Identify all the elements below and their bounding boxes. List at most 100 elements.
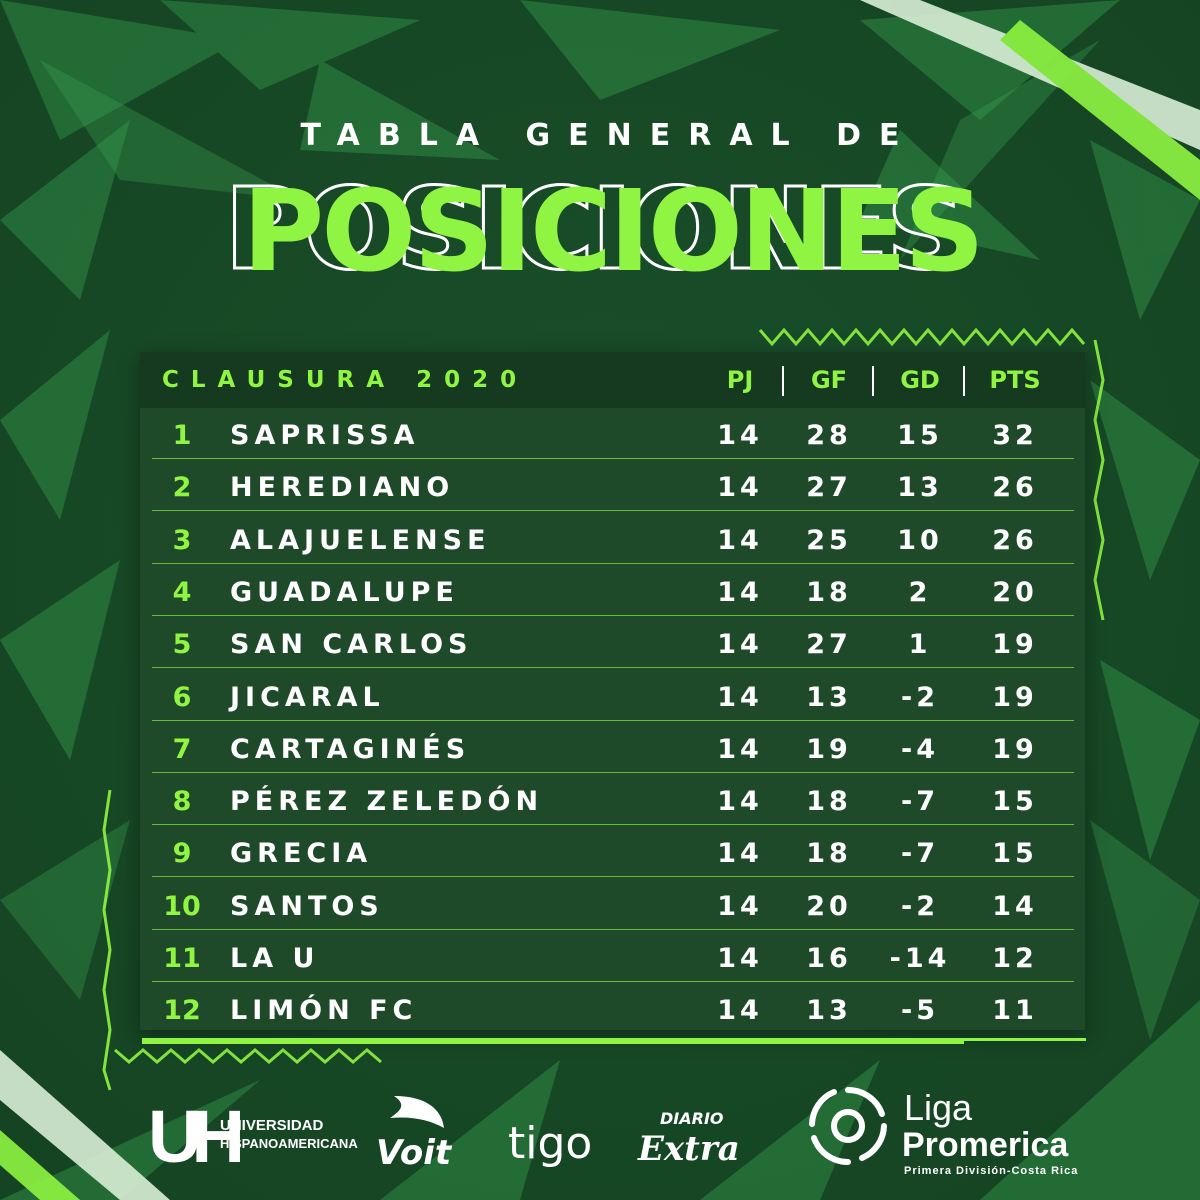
row-pj: 14 [717,524,763,556]
row-gd: -7 [901,838,939,870]
table-bottom-bar [142,1038,964,1044]
uh-logo-line2: HISPANOAMERICANA [220,1136,358,1151]
row-position: 6 [172,681,192,713]
row-pts: 20 [992,576,1038,608]
column-header-gf: GF [810,366,848,394]
row-gd: -7 [901,786,939,818]
voit-logo: Voit [376,1096,453,1172]
row-pts: 26 [992,524,1038,556]
row-pts: 14 [992,890,1038,922]
row-gf: 18 [806,838,852,870]
diario-logo-line2: Extra [637,1129,740,1168]
row-team-name: SAPRISSA [230,420,420,451]
row-pts: 19 [992,733,1038,765]
row-pj: 14 [717,943,763,974]
row-pj: 14 [717,681,763,713]
uh-logo-mark: UH [148,1100,240,1170]
row-position: 8 [172,786,192,818]
row-gf: 19 [806,733,852,765]
row-divider [152,824,1074,826]
row-divider [152,458,1074,459]
row-gf: 16 [806,943,852,974]
row-divider [152,928,1074,930]
uh-logo-line1: UNIVERSIDAD [220,1117,324,1134]
row-divider [152,876,1074,878]
heading-title-outline: POSICIONES [224,165,964,290]
row-pts: 32 [992,420,1038,451]
row-divider [152,667,1074,669]
row-gd: -2 [901,890,939,922]
row-team-name: ALAJUELENSE [230,524,491,556]
row-team-name: PÉREZ ZELEDÓN [230,786,544,818]
row-pts: 19 [992,681,1038,713]
row-gf: 27 [806,472,852,504]
row-position: 1 [172,420,192,451]
row-divider [152,981,1074,982]
row-pts: 26 [992,472,1038,504]
uh-logo: UH UNIVERSIDAD HISPANOAMERICANA [148,1100,358,1170]
row-gf: 20 [806,890,852,922]
liga-logo-line1: Liga [904,1087,973,1128]
table-bottom-bar-thin [964,1038,1086,1041]
row-gf: 18 [806,786,852,818]
row-divider [152,771,1074,773]
voit-logo-text: Voit [376,1133,453,1172]
row-gd: -14 [889,943,951,974]
liga-promerica-logo: Liga Promerica Primera División-Costa Ri… [809,1086,1078,1177]
row-team-name: SAN CARLOS [230,629,473,661]
row-position: 2 [172,472,192,504]
row-gd: 2 [908,576,932,608]
row-pj: 14 [717,472,763,504]
row-pj: 14 [717,995,763,1027]
row-position: 11 [163,943,201,974]
row-gf: 25 [806,524,852,556]
row-gf: 13 [806,681,852,713]
row-divider [152,719,1074,721]
row-pts: 15 [992,786,1038,818]
row-gd: 13 [897,472,943,504]
liga-logo-line3: Primera División-Costa Rica [904,1165,1078,1177]
row-gd: 1 [908,629,932,661]
row-gd: -4 [901,733,939,765]
row-pj: 14 [717,733,763,765]
row-team-name: HEREDIANO [230,472,455,504]
row-pts: 11 [992,995,1038,1027]
row-team-name: JICARAL [230,681,385,713]
row-pts: 15 [992,838,1038,870]
standings-table [140,352,1085,1030]
row-team-name: SANTOS [230,890,384,922]
row-gd: -2 [901,681,939,713]
column-separator [872,366,874,396]
row-team-name: CARTAGINÉS [230,733,471,765]
column-separator [963,366,965,396]
row-gd: 10 [897,524,943,556]
row-divider [152,562,1074,564]
diario-logo-line1: DIARIO [660,1109,724,1128]
row-team-name: LA U [230,943,320,974]
row-position: 7 [172,733,192,765]
row-pj: 14 [717,629,763,661]
heading-subtitle: TABLA GENERAL DE [300,118,918,153]
heading-title: POSICIONES POSICIONES [223,164,985,291]
row-team-name: LIMÓN FC [230,995,418,1027]
row-position: 10 [163,890,201,922]
row-divider [152,510,1074,512]
column-header-pj: PJ [726,366,754,394]
liga-logo-line2: Promerica [902,1126,1069,1164]
row-position: 5 [172,629,192,661]
row-pj: 14 [717,890,763,922]
season-label: CLAUSURA 2020 [162,367,529,393]
column-header-pts: PTS [989,366,1041,394]
row-team-name: GRECIA [230,838,373,870]
row-position: 3 [172,524,192,556]
row-gf: 18 [806,576,852,608]
row-pj: 14 [717,576,763,608]
row-pts: 12 [992,943,1038,974]
liga-ball-icon [809,1086,887,1166]
row-position: 12 [163,995,201,1027]
row-team-name: GUADALUPE [230,576,459,608]
diario-extra-logo: DIARIO Extra [637,1109,740,1168]
row-position: 9 [172,838,192,870]
voit-wing-icon [390,1096,444,1128]
column-header-gd: GD [900,366,940,394]
